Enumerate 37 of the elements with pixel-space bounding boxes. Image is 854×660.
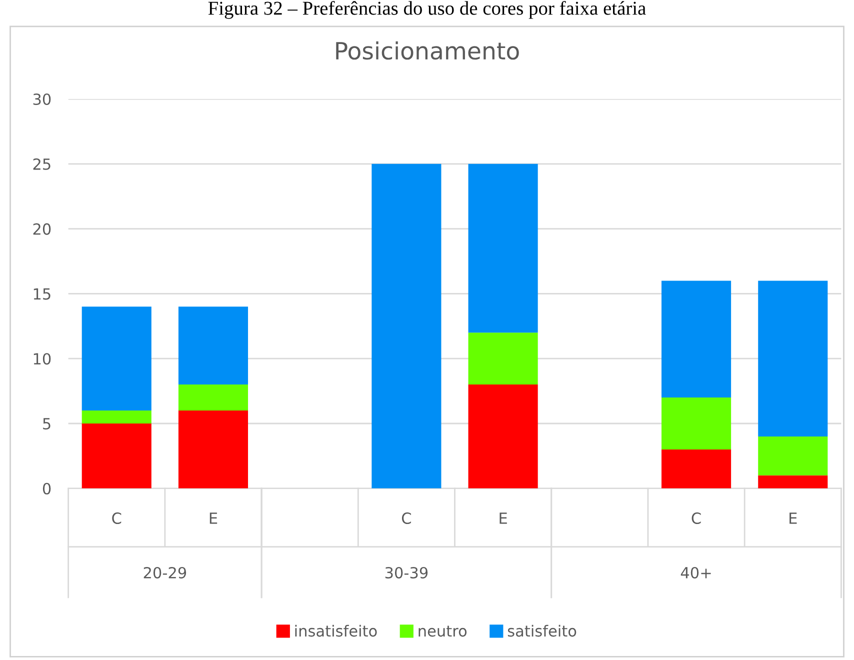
y-tick-label: 15 (34, 288, 50, 300)
bar (662, 280, 732, 398)
text: 20-29 (144, 566, 186, 578)
text: Figura 32 – Preferências do uso de cores por faixa etária (208, 0, 646, 19)
x-tick-label: C (402, 512, 411, 524)
bar (468, 384, 538, 488)
bar (178, 410, 248, 488)
x-tick-label: C (112, 512, 122, 524)
bar (178, 384, 248, 411)
bar (758, 280, 828, 436)
x-tick-label: E (210, 512, 218, 524)
bar (662, 449, 732, 488)
bar (82, 424, 152, 488)
legend-label: satisfeito (508, 624, 576, 637)
legend-label: neutro (418, 626, 467, 637)
y-tick-label: 25 (33, 158, 50, 170)
bar (468, 164, 538, 333)
bar (758, 436, 828, 476)
y-tick-label: 0 (42, 482, 51, 494)
bar (82, 306, 152, 411)
y-tick-label: 30 (33, 93, 51, 106)
bar (372, 164, 442, 488)
bar (758, 475, 828, 488)
bar (662, 398, 732, 450)
legend-label: insatisfeito (295, 624, 377, 637)
text: 40+ (680, 566, 711, 578)
y-tick-label: 20 (33, 223, 51, 235)
x-tick-label: E (790, 512, 797, 524)
bar (468, 332, 538, 385)
x-tick-label: E (500, 512, 507, 524)
bar (178, 306, 248, 385)
chart-title: Posicionamento (336, 41, 519, 60)
y-tick-label: 5 (43, 418, 50, 430)
text: 30-39 (385, 566, 428, 578)
bar (82, 410, 152, 424)
y-tick-label: 10 (34, 353, 51, 365)
x-tick-label: C (692, 512, 701, 524)
